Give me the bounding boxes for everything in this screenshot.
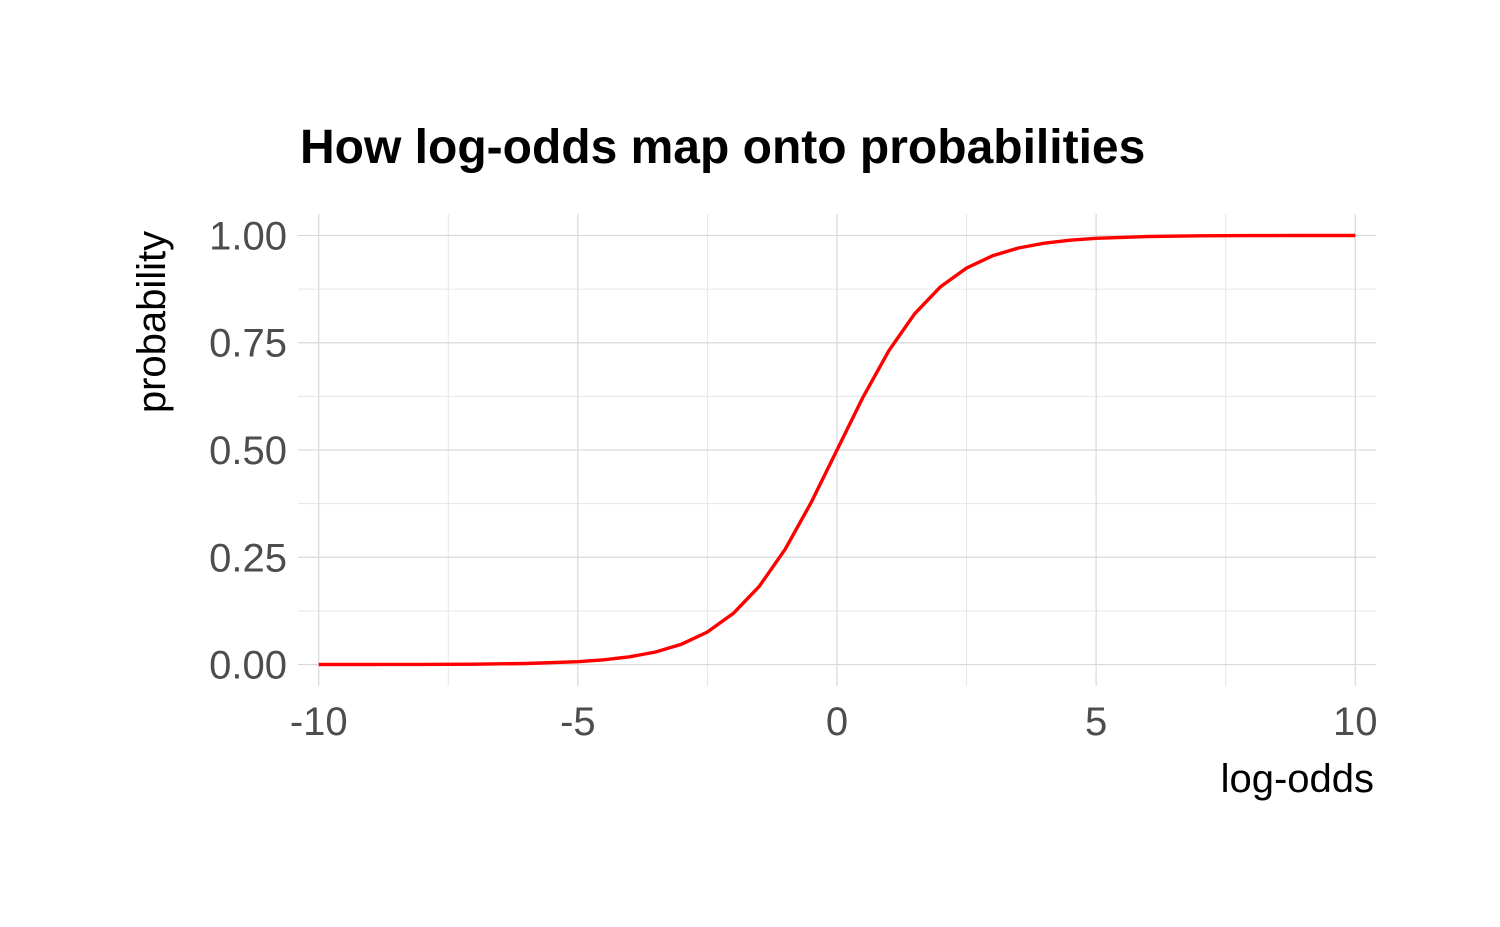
y-tick-label: 0.25 [209,536,287,580]
series-group [318,233,1356,667]
y-tick-label: 0.00 [209,644,287,688]
y-tick-label: 0.75 [209,322,287,366]
x-tick-label: -10 [290,700,348,744]
y-tick-label: 1.00 [209,214,287,258]
y-tick-label: 0.50 [209,429,287,473]
x-axis-tick-labels: -10 -5 0 5 10 [290,700,1378,744]
y-axis-label: probability [130,231,174,413]
x-axis-label: log-odds [1221,757,1374,801]
chart-title: How log-odds map onto probabilities [300,121,1145,174]
x-tick-label: -5 [560,700,596,744]
x-tick-label: 0 [826,700,848,744]
x-tick-label: 5 [1085,700,1107,744]
y-axis-tick-labels: 0.00 0.25 0.50 0.75 1.00 [209,214,287,687]
series-line [318,233,1356,667]
x-tick-label: 10 [1333,700,1378,744]
